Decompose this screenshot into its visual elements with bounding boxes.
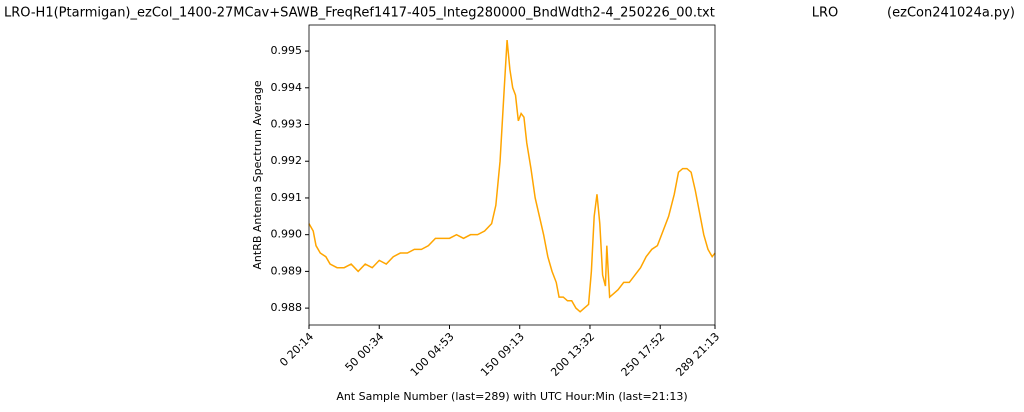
x-tick-label: 250 17:52: [619, 330, 668, 379]
x-tick-label: 150 09:13: [478, 330, 527, 379]
plot-frame: [308, 24, 716, 326]
x-tick-label: 100 04:53: [408, 330, 457, 379]
x-tick-label: 200 13:32: [548, 330, 597, 379]
y-tick-label: 0.989: [271, 264, 303, 277]
y-axis-label: AntRB Antenna Spectrum Average: [251, 80, 264, 269]
x-tick-label: 289 21:13: [673, 330, 722, 379]
y-tick-label: 0.992: [271, 154, 303, 167]
y-tick-label: 0.988: [271, 301, 303, 314]
y-tick-label: 0.990: [271, 228, 303, 241]
chart-title: LRO-H1(Ptarmigan)_ezCol_1400-27MCav+SAWB…: [4, 6, 715, 21]
y-tick-label: 0.993: [271, 118, 303, 131]
chart-program: (ezCon241024a.py): [887, 6, 1015, 21]
x-tick-label: 50 00:34: [343, 330, 387, 374]
x-tick-label: 0 20:14: [277, 330, 316, 369]
x-axis-label: Ant Sample Number (last=289) with UTC Ho…: [336, 390, 687, 403]
chart-site: LRO: [812, 6, 839, 21]
y-tick-label: 0.995: [271, 44, 303, 57]
series-line: [308, 39, 716, 313]
y-tick-label: 0.994: [271, 81, 303, 94]
y-tick-label: 0.991: [271, 191, 303, 204]
